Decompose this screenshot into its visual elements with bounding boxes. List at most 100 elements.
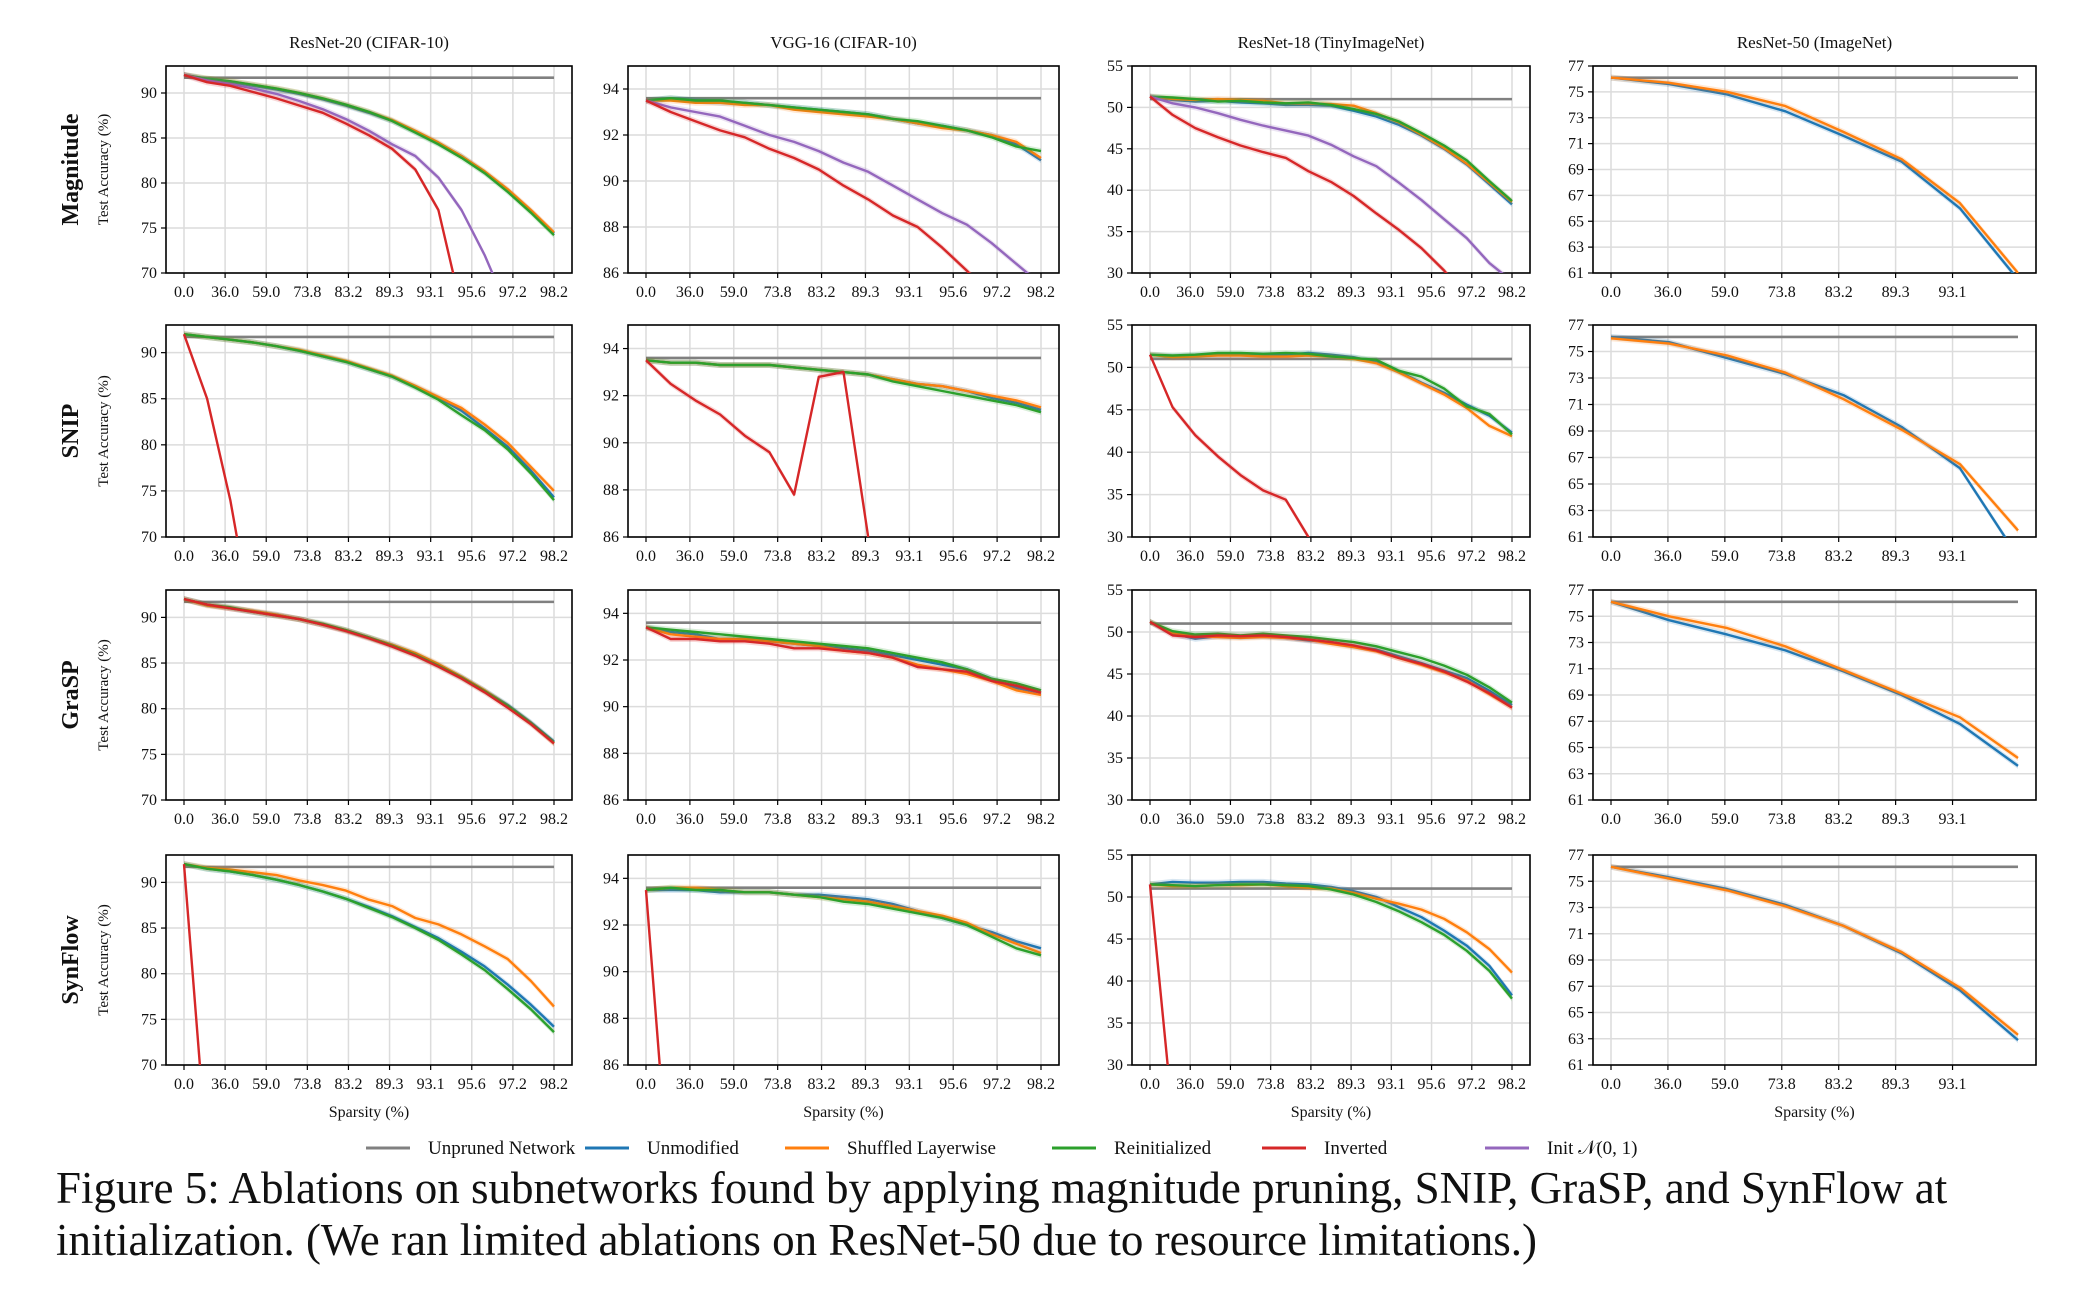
unmodified-band — [1611, 863, 2018, 1044]
x-tick-label: 93.1 — [1377, 284, 1405, 301]
y-tick-label: 70 — [141, 529, 157, 546]
x-tick-label: 83.2 — [334, 548, 362, 565]
chart-panel: 0.0 36.0 59.0 73.8 83.2 89.3 93.1 95.6 97.2 98.2 8… — [603, 324, 1060, 565]
y-tick-label: 80 — [141, 701, 157, 718]
panel-frame — [165, 589, 573, 801]
x-tick-label: 97.2 — [1458, 284, 1486, 301]
chart-panel: 0.0 36.0 59.0 73.8 83.2 89.3 93.1 95.6 97.2 98.2 3… — [1107, 847, 1531, 1121]
x-tick-label: 73.8 — [1257, 811, 1285, 828]
y-tick-label: 35 — [1107, 224, 1123, 241]
y-tick-label: 92 — [603, 388, 619, 405]
reinit-line — [1149, 351, 1513, 436]
x-tick-label: 36.0 — [1654, 548, 1682, 565]
x-tick-label: 0.0 — [636, 1076, 656, 1093]
chart-panel: 0.0 36.0 59.0 73.8 83.2 89.3 93.1 95.6 97.2 98.2 3… — [1107, 58, 1531, 301]
x-tick-label: 93.1 — [1939, 284, 1967, 301]
inverted-band — [184, 596, 554, 747]
y-tick-label: 35 — [1107, 1015, 1123, 1032]
y-tick-label: 86 — [603, 529, 619, 546]
x-tick-label: 95.6 — [458, 284, 486, 301]
inverted-band — [184, 331, 238, 537]
x-tick-label: 95.6 — [1418, 548, 1446, 565]
y-tick-label: 86 — [603, 265, 619, 282]
x-tick-label: 89.3 — [376, 1076, 404, 1093]
unmodified-line — [1149, 95, 1513, 206]
init-band — [1150, 93, 1506, 273]
y-tick-label: 92 — [603, 917, 619, 934]
x-tick-label: 95.6 — [1418, 284, 1446, 301]
x-tick-label: 97.2 — [983, 284, 1011, 301]
legend: Unpruned Network Unmodified Shuffled Layer… — [366, 1138, 1638, 1159]
x-tick-label: 83.2 — [808, 811, 836, 828]
x-tick-label: 98.2 — [1498, 811, 1526, 828]
reinit-line — [183, 333, 555, 501]
row-title: SNIP — [58, 404, 84, 459]
y-tick-label: 55 — [1107, 847, 1123, 864]
y-tick-label: 61 — [1568, 1057, 1584, 1074]
inverted-line — [182, 333, 239, 537]
init-line — [645, 99, 1030, 273]
x-tick-label: 73.8 — [764, 811, 792, 828]
x-tick-label: 89.3 — [1337, 284, 1365, 301]
panel-series — [1610, 74, 2019, 273]
x-tick-label: 83.2 — [1297, 811, 1325, 828]
x-tick-label: 73.8 — [764, 548, 792, 565]
y-tick-label: 50 — [1107, 889, 1123, 906]
inverted-line — [183, 73, 455, 273]
x-tick-label: 95.6 — [458, 1076, 486, 1093]
y-tick-label: 94 — [603, 605, 619, 622]
y-tick-label: 40 — [1107, 182, 1123, 199]
x-tick-label: 97.2 — [499, 548, 527, 565]
y-tick-label: 71 — [1568, 661, 1584, 678]
column-titles: ResNet-20 (CIFAR-10) VGG-16 (CIFAR-10) Res… — [289, 33, 1892, 52]
x-tick-label: 83.2 — [334, 284, 362, 301]
panel-frame — [1131, 854, 1531, 1066]
y-tick-label: 30 — [1107, 529, 1123, 546]
y-tick-label: 85 — [141, 391, 157, 408]
y-tick-label: 90 — [141, 609, 157, 626]
x-tick-label: 83.2 — [808, 1076, 836, 1093]
panel-frame — [627, 589, 1060, 801]
unmodified-line — [1610, 76, 2015, 273]
shuffled-band — [1611, 74, 2018, 273]
chart-panel: 0.0 36.0 59.0 73.8 83.2 89.3 93.1 95.6 97.2 98.2 8… — [603, 65, 1060, 301]
x-tick-label: 83.2 — [1297, 548, 1325, 565]
y-tick-label: 77 — [1568, 582, 1584, 599]
inverted-line — [183, 597, 555, 745]
y-tick-label: 77 — [1568, 847, 1584, 864]
shuffled-band — [1611, 863, 2018, 1038]
x-tick-label: 73.8 — [1768, 1076, 1796, 1093]
x-tick-label: 98.2 — [540, 1076, 568, 1093]
column-title: ResNet-50 (ImageNet) — [1737, 33, 1892, 52]
y-tick-label: 45 — [1107, 402, 1123, 419]
x-tick-label: 83.2 — [808, 548, 836, 565]
x-tick-label: 59.0 — [1711, 548, 1739, 565]
chart-panel: 0.0 36.0 59.0 73.8 83.2 89.3 93.1 95.6 97.2 98.2 7… — [96, 854, 573, 1121]
panel-frame — [1131, 589, 1531, 801]
y-tick-label: 88 — [603, 1010, 619, 1027]
y-tick-label: 80 — [141, 175, 157, 192]
y-tick-label: 94 — [603, 81, 619, 98]
x-tick-label: 98.2 — [540, 284, 568, 301]
shuffled-band — [184, 596, 554, 747]
unmodified-band — [1611, 74, 2016, 273]
x-tick-label: 36.0 — [1176, 811, 1204, 828]
unmodified-line — [183, 333, 555, 499]
inverted-band — [1150, 351, 1310, 537]
chart-panel: 0.0 36.0 59.0 73.8 83.2 89.3 93.1 95.6 97.2 98.2 7… — [96, 65, 573, 301]
x-tick-label: 0.0 — [636, 284, 656, 301]
x-tick-label: 93.1 — [1939, 811, 1967, 828]
panel-series — [183, 72, 555, 273]
chart-panel: 0.0 36.0 59.0 73.8 83.2 89.3 93.1 61 63 65 67 69 71 7… — [1568, 582, 2037, 828]
x-tick-label: 93.1 — [895, 811, 923, 828]
reinit-band — [646, 624, 1041, 694]
y-tick-label: 71 — [1568, 136, 1584, 153]
x-tick-label: 89.3 — [1882, 1076, 1910, 1093]
panel-series — [644, 884, 1042, 1065]
unmodified-band — [184, 72, 554, 237]
x-tick-label: 73.8 — [293, 548, 321, 565]
y-tick-label: 80 — [141, 437, 157, 454]
x-tick-label: 98.2 — [540, 811, 568, 828]
panel-series — [645, 356, 1042, 537]
y-tick-label: 67 — [1568, 713, 1584, 730]
